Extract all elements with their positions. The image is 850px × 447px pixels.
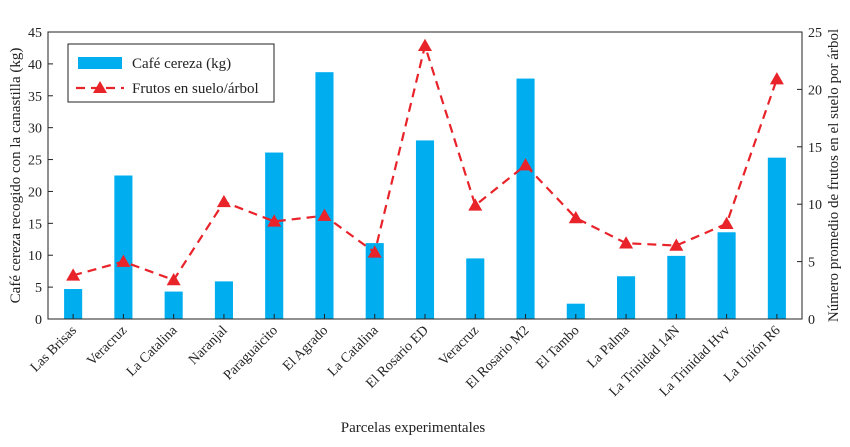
x-tick-label: Naranjal bbox=[186, 323, 231, 368]
bar-11 bbox=[566, 303, 585, 319]
y-tick-label: 30 bbox=[28, 122, 42, 137]
bar-1 bbox=[64, 289, 83, 319]
x-tick-label: La Palma bbox=[585, 323, 634, 372]
line-point-2 bbox=[116, 254, 131, 267]
line-point-6 bbox=[317, 208, 332, 221]
y2-tick-label: 25 bbox=[808, 26, 822, 41]
y-tick-label: 35 bbox=[28, 90, 42, 105]
bar-2 bbox=[114, 175, 133, 319]
line-point-5 bbox=[267, 214, 282, 227]
line-point-15 bbox=[769, 72, 784, 85]
y-tick-label: 10 bbox=[28, 249, 42, 264]
line-point-1 bbox=[66, 268, 81, 281]
bar-7 bbox=[365, 243, 384, 319]
line-point-4 bbox=[216, 194, 231, 208]
bar-14 bbox=[717, 232, 736, 319]
y-tick-label: 15 bbox=[28, 217, 42, 232]
line-point-9 bbox=[468, 198, 483, 211]
x-axis-title: Parcelas experimentales bbox=[341, 420, 486, 436]
y-tick-label: 45 bbox=[28, 26, 42, 41]
line-point-7 bbox=[367, 245, 382, 258]
bar-8 bbox=[415, 140, 435, 319]
y-tick-label: 0 bbox=[35, 313, 42, 328]
line-point-3 bbox=[166, 272, 181, 286]
x-tick-label: Veracruz bbox=[436, 323, 482, 369]
legend-swatch-bar bbox=[78, 57, 122, 69]
y-tick-label: 40 bbox=[28, 58, 42, 73]
y-axis-title: Café cereza recogido con la canastilla (… bbox=[8, 48, 24, 304]
y2-tick-label: 20 bbox=[808, 83, 822, 98]
bar-15 bbox=[767, 157, 786, 319]
y2-tick-label: 5 bbox=[808, 256, 815, 271]
legend-label-line: Frutos en suelo/árbol bbox=[132, 81, 259, 97]
y-tick-label: 5 bbox=[35, 281, 42, 296]
bar-10 bbox=[516, 78, 535, 320]
x-tick-label: El Agrado bbox=[280, 323, 331, 374]
line-point-11 bbox=[568, 210, 583, 224]
bar-3 bbox=[164, 291, 183, 319]
y2-tick-label: 0 bbox=[808, 313, 815, 328]
bar-12 bbox=[617, 276, 636, 319]
bar-9 bbox=[466, 258, 485, 319]
x-tick-label: Las Brisas bbox=[28, 323, 80, 375]
line-point-14 bbox=[719, 216, 734, 229]
legend-marker bbox=[93, 81, 107, 93]
line-point-12 bbox=[619, 236, 634, 249]
bar-5 bbox=[265, 152, 284, 319]
y2-axis-title: Número promedio de frutos en el suelo po… bbox=[826, 29, 842, 322]
bar-4 bbox=[214, 281, 233, 319]
x-tick-label: El Tambo bbox=[534, 323, 583, 372]
line-point-8 bbox=[418, 38, 432, 52]
y2-tick-label: 15 bbox=[808, 141, 822, 156]
y-tick-label: 25 bbox=[28, 154, 42, 169]
line-point-13 bbox=[669, 238, 684, 251]
y2-tick-label: 10 bbox=[808, 198, 822, 213]
bar-13 bbox=[667, 255, 686, 319]
line-point-10 bbox=[518, 158, 533, 171]
x-tick-label: Veracruz bbox=[84, 323, 130, 369]
x-tick-label: La Catalina bbox=[124, 323, 181, 380]
bar-6 bbox=[315, 72, 334, 320]
y-tick-label: 20 bbox=[28, 185, 42, 200]
legend: Café cereza (kg) Frutos en suelo/árbol bbox=[67, 43, 275, 103]
x-tick-label: Paraguaicito bbox=[221, 323, 281, 383]
legend-label-bar: Café cereza (kg) bbox=[132, 56, 231, 72]
